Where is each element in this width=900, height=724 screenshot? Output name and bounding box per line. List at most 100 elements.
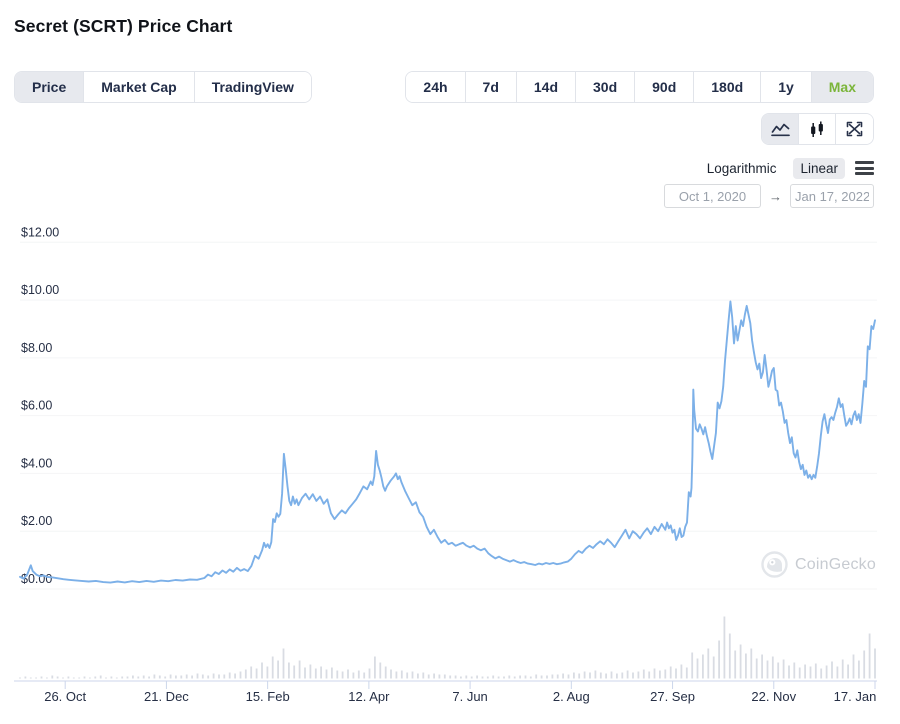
- x-tick-label: 21. Dec: [144, 689, 189, 704]
- volume-bar: [169, 674, 172, 679]
- y-tick-label: $4.00: [21, 456, 52, 470]
- volume-bar: [642, 669, 645, 679]
- line-chart-icon[interactable]: [762, 114, 799, 144]
- volume-bar: [390, 669, 392, 679]
- volume-bar: [562, 673, 564, 679]
- volume-bar: [723, 616, 726, 679]
- volume-bar: [320, 666, 322, 679]
- volume-bar: [492, 675, 495, 679]
- tab-price[interactable]: Price: [15, 72, 85, 102]
- price-line: [19, 300, 876, 584]
- volume-bar: [863, 650, 866, 679]
- volume-bar: [820, 668, 823, 679]
- x-tick-label: 22. Nov: [751, 689, 796, 704]
- volume-bar: [411, 671, 414, 679]
- volume-bar: [83, 676, 86, 679]
- range-button-90d[interactable]: 90d: [635, 72, 695, 102]
- volume-bar: [460, 676, 462, 679]
- volume-bar: [626, 670, 629, 679]
- volume-bar: [261, 662, 263, 679]
- volume-bar: [62, 677, 64, 679]
- date-to-input[interactable]: [790, 184, 874, 208]
- volume-bar: [293, 665, 296, 679]
- volume-bar: [486, 676, 489, 679]
- volume-bar: [680, 664, 683, 679]
- volume-bar: [105, 677, 107, 679]
- volume-bar: [546, 675, 548, 679]
- x-tick-label: 15. Feb: [246, 689, 290, 704]
- y-tick-label: $10.00: [21, 283, 59, 297]
- volume-bar: [556, 674, 559, 679]
- volume-bar: [239, 671, 242, 679]
- x-tick-label: 12. Apr: [348, 689, 390, 704]
- x-tick-label: 17. Jan: [834, 689, 877, 704]
- volume-bar: [605, 673, 607, 679]
- volume-bar: [793, 662, 796, 679]
- volume-bar: [454, 675, 457, 679]
- y-tick-label: $6.00: [21, 399, 52, 413]
- volume-bar: [616, 673, 618, 679]
- volume-bar: [164, 676, 167, 679]
- volume-bar: [836, 666, 839, 679]
- hamburger-menu-icon[interactable]: [855, 159, 874, 177]
- scale-option-linear[interactable]: Linear: [793, 157, 845, 179]
- volume-bar: [363, 672, 366, 679]
- volume-bar: [35, 677, 37, 679]
- chart-tab-group: Price Market Cap TradingView: [14, 71, 312, 103]
- scale-option-logarithmic[interactable]: Logarithmic: [706, 160, 777, 176]
- volume-bar: [228, 672, 231, 679]
- volume-bar: [594, 670, 597, 679]
- volume-bar: [357, 670, 360, 679]
- range-button-24h[interactable]: 24h: [406, 72, 466, 102]
- volume-bar: [685, 667, 688, 679]
- volume-bar: [352, 672, 355, 679]
- range-button-group: 24h 7d 14d 30d 90d 180d 1y Max: [405, 71, 874, 103]
- volume-bar: [137, 676, 140, 679]
- tab-market-cap[interactable]: Market Cap: [84, 72, 195, 102]
- date-from-input[interactable]: [664, 184, 761, 208]
- volume-bar: [470, 676, 473, 679]
- volume-bar: [503, 676, 505, 679]
- candlestick-icon: [811, 121, 823, 137]
- volume-bar: [841, 659, 844, 679]
- volume-bar: [739, 644, 742, 679]
- volume-bar: [524, 675, 527, 679]
- range-button-30d[interactable]: 30d: [576, 72, 636, 102]
- range-button-1y[interactable]: 1y: [761, 72, 812, 102]
- y-tick-label: $2.00: [21, 514, 52, 528]
- volume-bar: [132, 675, 134, 679]
- volume-bar: [798, 667, 801, 679]
- range-button-14d[interactable]: 14d: [516, 72, 577, 102]
- candlestick-icon[interactable]: [799, 114, 836, 144]
- volume-bar: [788, 665, 790, 679]
- volume-bar: [551, 674, 554, 679]
- volume-bar: [653, 668, 656, 679]
- fullscreen-icon[interactable]: [836, 114, 873, 144]
- range-button-max[interactable]: Max: [811, 72, 873, 102]
- volume-bar: [201, 674, 204, 679]
- volume-bar: [29, 677, 32, 679]
- volume-bar: [519, 675, 521, 679]
- range-button-180d[interactable]: 180d: [694, 72, 762, 102]
- volume-bar: [314, 668, 317, 679]
- volume-bar: [874, 648, 876, 679]
- volume-bar: [589, 672, 591, 679]
- volume-bar: [443, 674, 446, 679]
- volume-bar: [573, 672, 575, 679]
- range-button-7d[interactable]: 7d: [465, 72, 517, 102]
- volume-bar: [395, 671, 398, 679]
- volume-bar: [234, 673, 236, 679]
- volume-bar: [465, 675, 468, 679]
- tab-tradingview[interactable]: TradingView: [194, 72, 311, 102]
- volume-bar: [331, 667, 333, 679]
- volume-bar: [94, 676, 97, 679]
- x-tick-label: 26. Oct: [44, 689, 86, 704]
- volume-bar: [400, 670, 403, 679]
- volume-bar: [734, 650, 737, 679]
- volume-bar: [56, 676, 59, 679]
- volume-bar: [19, 677, 21, 679]
- volume-bar: [223, 674, 226, 679]
- volume-bar: [750, 648, 753, 679]
